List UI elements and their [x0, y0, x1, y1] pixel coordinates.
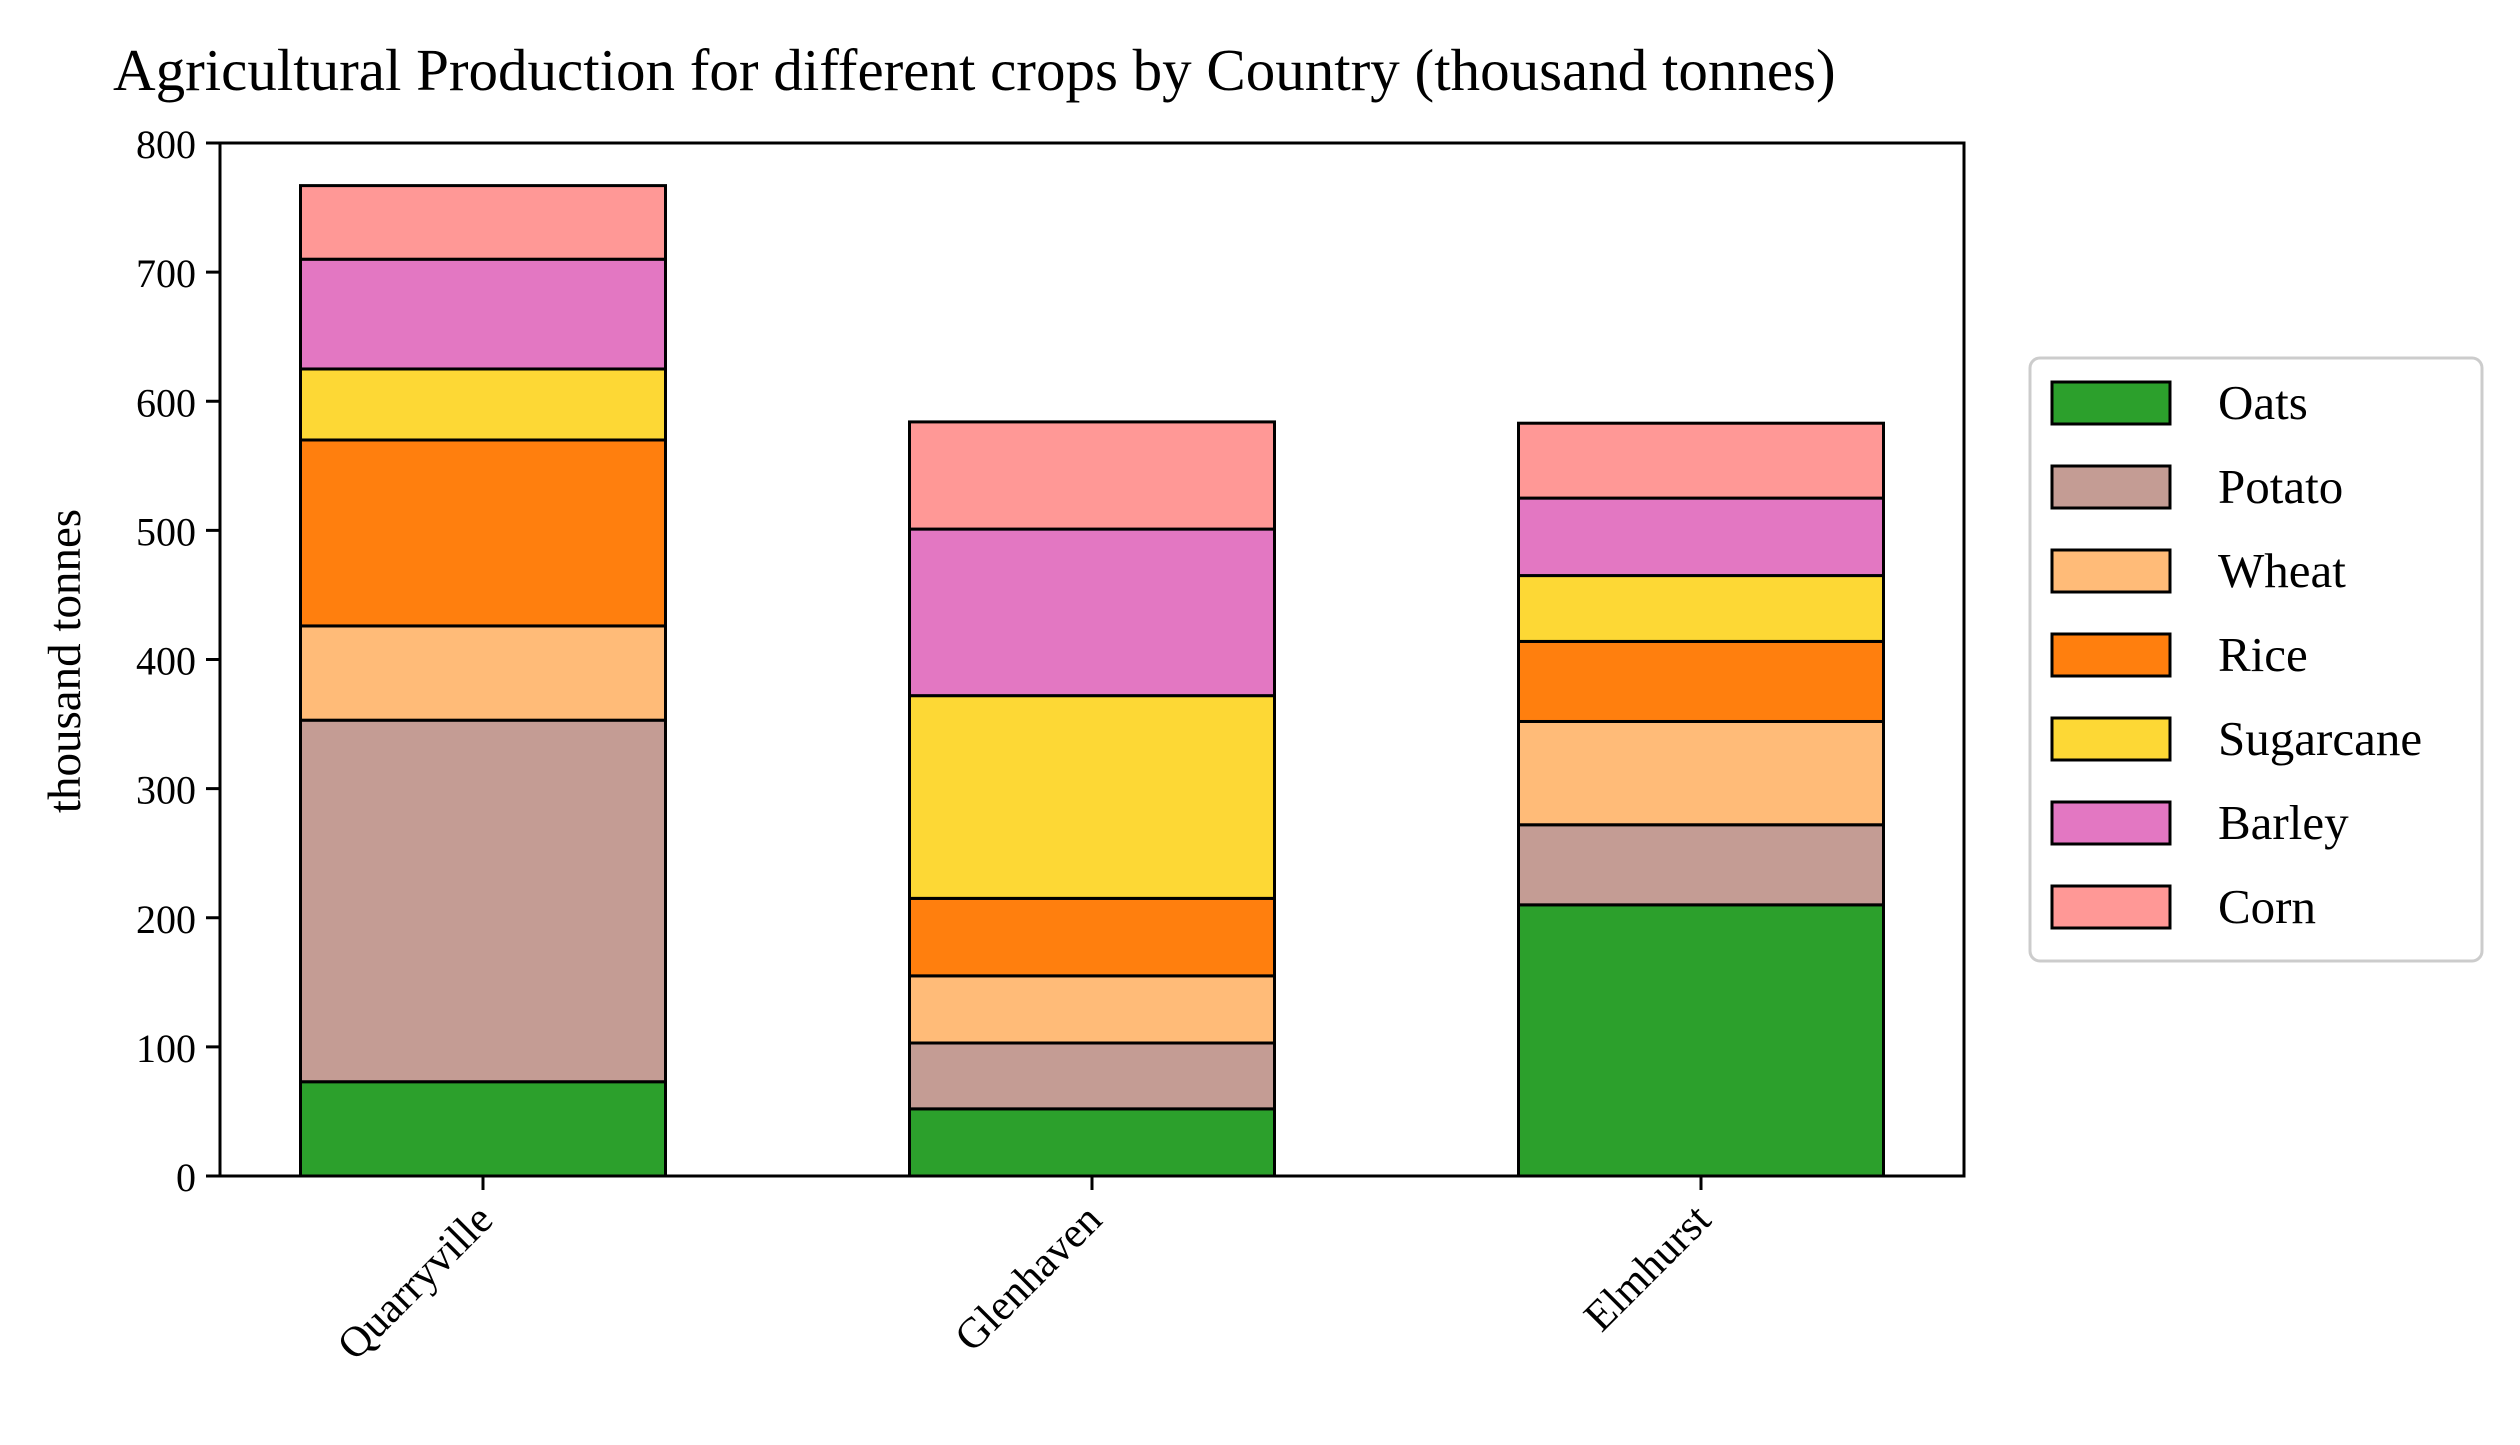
bar-sugarcane-glenhaven — [908, 694, 1276, 900]
x-tick-label: Quarryville — [329, 1196, 502, 1369]
x-tick-label: Elmhurst — [1575, 1196, 1720, 1341]
legend-label-rice: Rice — [2218, 627, 2308, 682]
bar-oats-glenhaven — [908, 1107, 1276, 1178]
bar-potato-elmhurst — [1517, 823, 1885, 907]
legend-swatch-wheat — [2050, 548, 2172, 594]
bar-oats-quarryville — [299, 1080, 667, 1178]
bar-wheat-elmhurst — [1517, 719, 1885, 827]
y-tick-label: 200 — [136, 897, 196, 942]
y-tick-label: 400 — [136, 639, 196, 684]
bar-potato-glenhaven — [908, 1041, 1276, 1111]
bar-sugarcane-quarryville — [299, 367, 667, 442]
legend-label-wheat: Wheat — [2218, 543, 2346, 598]
legend-swatch-oats — [2050, 380, 2172, 426]
bar-oats-elmhurst — [1517, 903, 1885, 1178]
y-tick-label: 700 — [136, 251, 196, 296]
bar-wheat-glenhaven — [908, 974, 1276, 1045]
chart-title: Agricultural Production for different cr… — [113, 37, 1836, 103]
bar-corn-glenhaven — [908, 420, 1276, 531]
legend-swatch-rice — [2050, 632, 2172, 678]
legend-label-barley: Barley — [2218, 795, 2349, 850]
bar-potato-quarryville — [299, 718, 667, 1084]
y-axis-label: thousand tonnes — [39, 509, 91, 813]
legend-label-potato: Potato — [2218, 459, 2343, 514]
legend-swatch-potato — [2050, 464, 2172, 510]
bar-sugarcane-elmhurst — [1517, 574, 1885, 643]
legend-label-oats: Oats — [2218, 375, 2308, 430]
y-tick-label: 500 — [136, 509, 196, 554]
bar-barley-quarryville — [299, 257, 667, 371]
bar-barley-glenhaven — [908, 527, 1276, 698]
legend-swatch-sugarcane — [2050, 716, 2172, 762]
bar-rice-glenhaven — [908, 896, 1276, 978]
bar-rice-elmhurst — [1517, 639, 1885, 723]
legend-label-sugarcane: Sugarcane — [2218, 711, 2422, 766]
x-tick-label: Glenhaven — [946, 1196, 1111, 1361]
y-tick-label: 300 — [136, 768, 196, 813]
y-tick-label: 600 — [136, 380, 196, 425]
legend-label-corn: Corn — [2218, 879, 2316, 934]
bar-barley-elmhurst — [1517, 496, 1885, 578]
y-tick-label: 800 — [136, 122, 196, 167]
legend: Oats Potato Wheat Rice Sugarcane Barley Corn — [2028, 356, 2484, 963]
y-tick-label: 100 — [136, 1026, 196, 1071]
bar-corn-elmhurst — [1517, 421, 1885, 500]
legend-swatch-corn — [2050, 884, 2172, 930]
bar-rice-quarryville — [299, 438, 667, 628]
legend-swatch-barley — [2050, 800, 2172, 846]
bar-wheat-quarryville — [299, 624, 667, 722]
y-tick-label: 0 — [176, 1155, 196, 1200]
bar-corn-quarryville — [299, 184, 667, 261]
plot-area: 0 100 200 300 400 500 600 700 800 Quarryville Glen… — [136, 122, 1966, 1369]
